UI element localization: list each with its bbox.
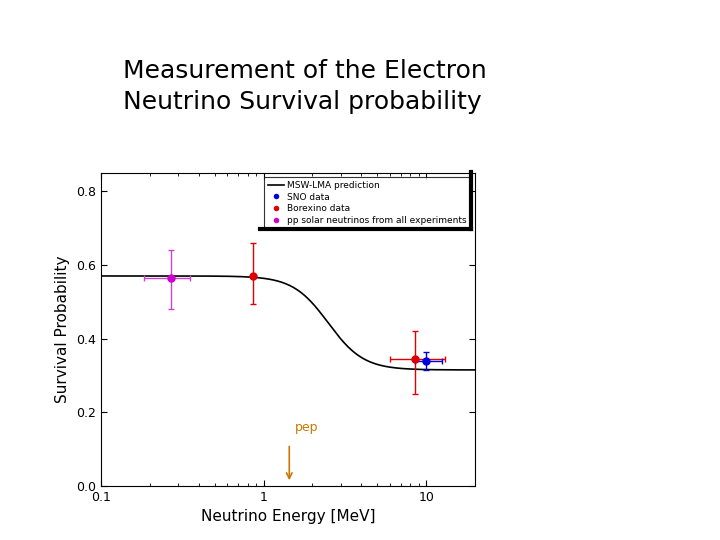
Text: pep: pep [294,421,318,434]
Text: Measurement of the Electron
Neutrino Survival probability: Measurement of the Electron Neutrino Sur… [123,59,487,114]
Y-axis label: Survival Probability: Survival Probability [55,255,71,403]
X-axis label: Neutrino Energy [MeV]: Neutrino Energy [MeV] [201,509,375,524]
Legend: MSW-LMA prediction, SNO data, Borexino data, pp solar neutrinos from all experim: MSW-LMA prediction, SNO data, Borexino d… [264,177,471,228]
